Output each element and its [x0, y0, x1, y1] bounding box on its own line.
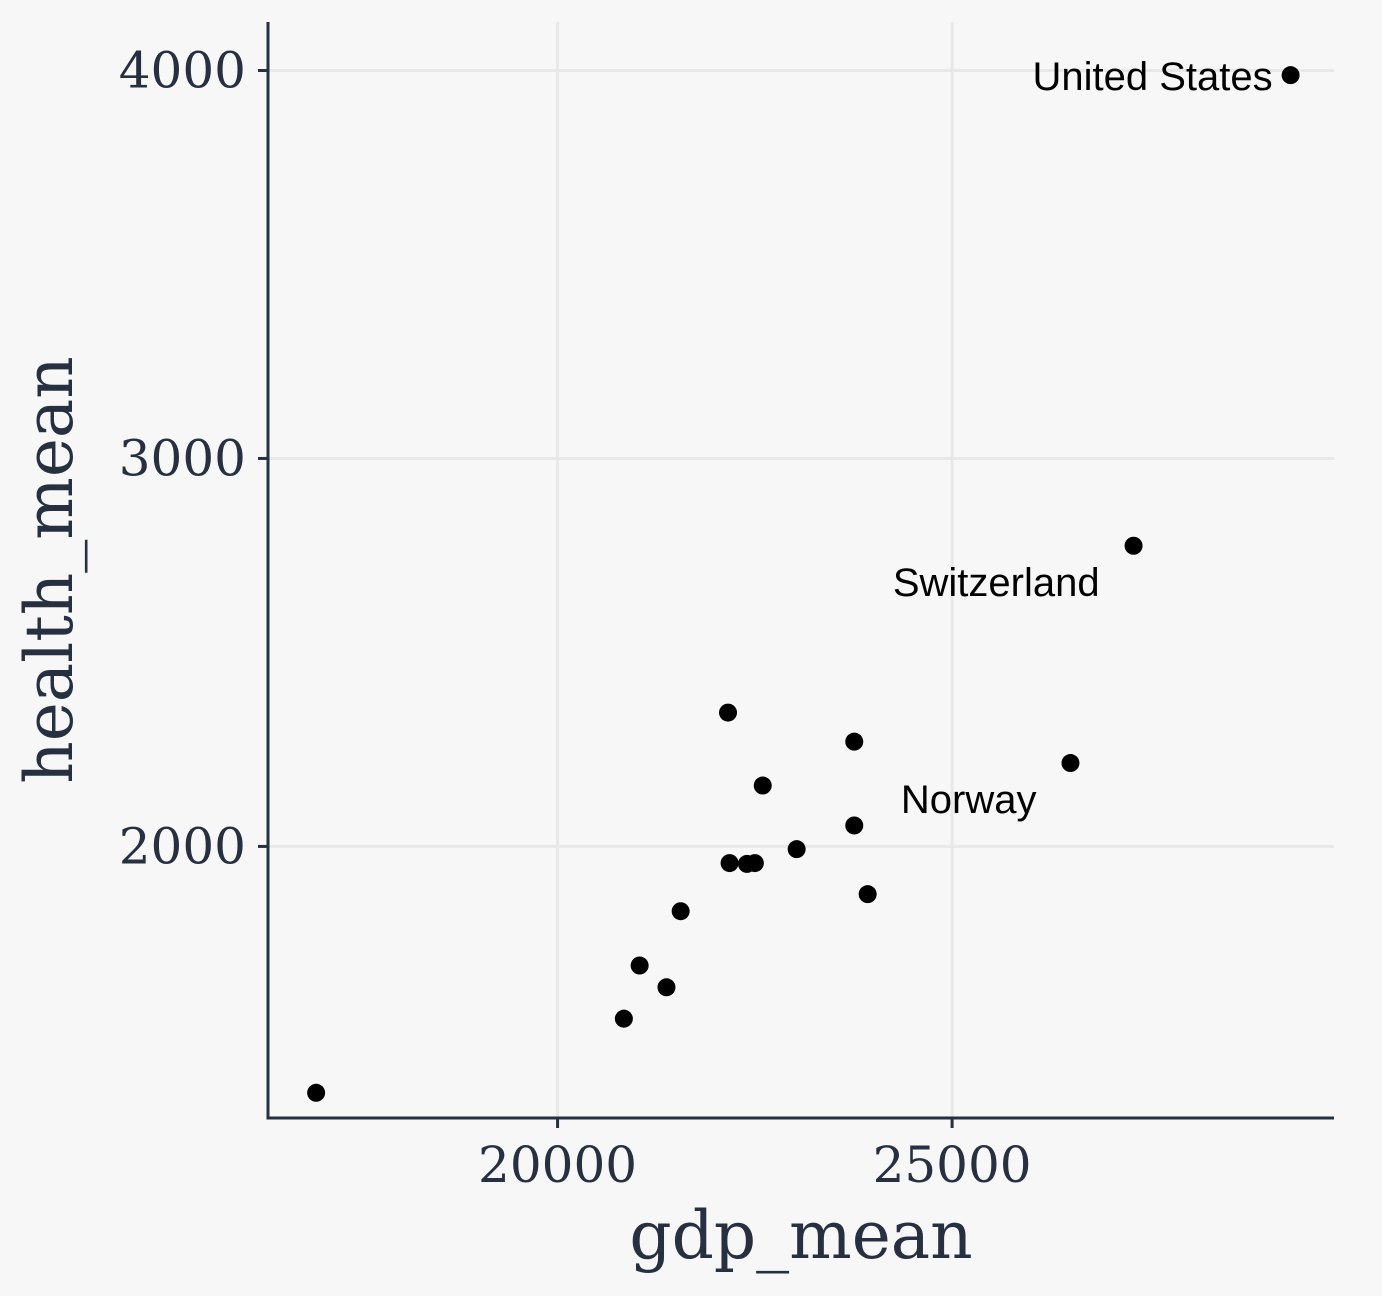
data-point [753, 776, 772, 795]
y-tick-label: 3000 [119, 429, 246, 487]
x-tick-label: 20000 [478, 1136, 637, 1194]
point-label: Switzerland [893, 561, 1100, 605]
y-tick-label: 4000 [119, 41, 246, 99]
data-point [1061, 754, 1080, 773]
point-labels: United States Switzerland Norway [893, 55, 1273, 822]
data-point [671, 902, 690, 921]
point-label: United States [1032, 55, 1272, 99]
point-label: Norway [901, 778, 1037, 822]
data-point [845, 816, 864, 835]
data-point [630, 956, 649, 975]
data-points [307, 66, 1300, 1102]
data-point [858, 885, 877, 904]
data-point [787, 840, 806, 859]
data-point [745, 854, 764, 873]
data-point [719, 703, 738, 722]
data-point [1281, 66, 1300, 85]
x-axis-title: gdp_mean [629, 1197, 972, 1274]
data-point [657, 978, 676, 997]
axis-lines [266, 22, 1334, 1120]
data-point [720, 854, 739, 873]
ticks: 20000 25000 2000 3000 4000 [119, 41, 1032, 1194]
x-tick-label: 25000 [873, 1136, 1032, 1194]
data-point [614, 1009, 633, 1028]
y-tick-label: 2000 [119, 817, 246, 875]
data-point [845, 732, 864, 751]
data-point [307, 1083, 326, 1102]
axes [266, 22, 1334, 1120]
y-axis-title: health_mean [11, 356, 88, 784]
data-point [1124, 536, 1143, 555]
